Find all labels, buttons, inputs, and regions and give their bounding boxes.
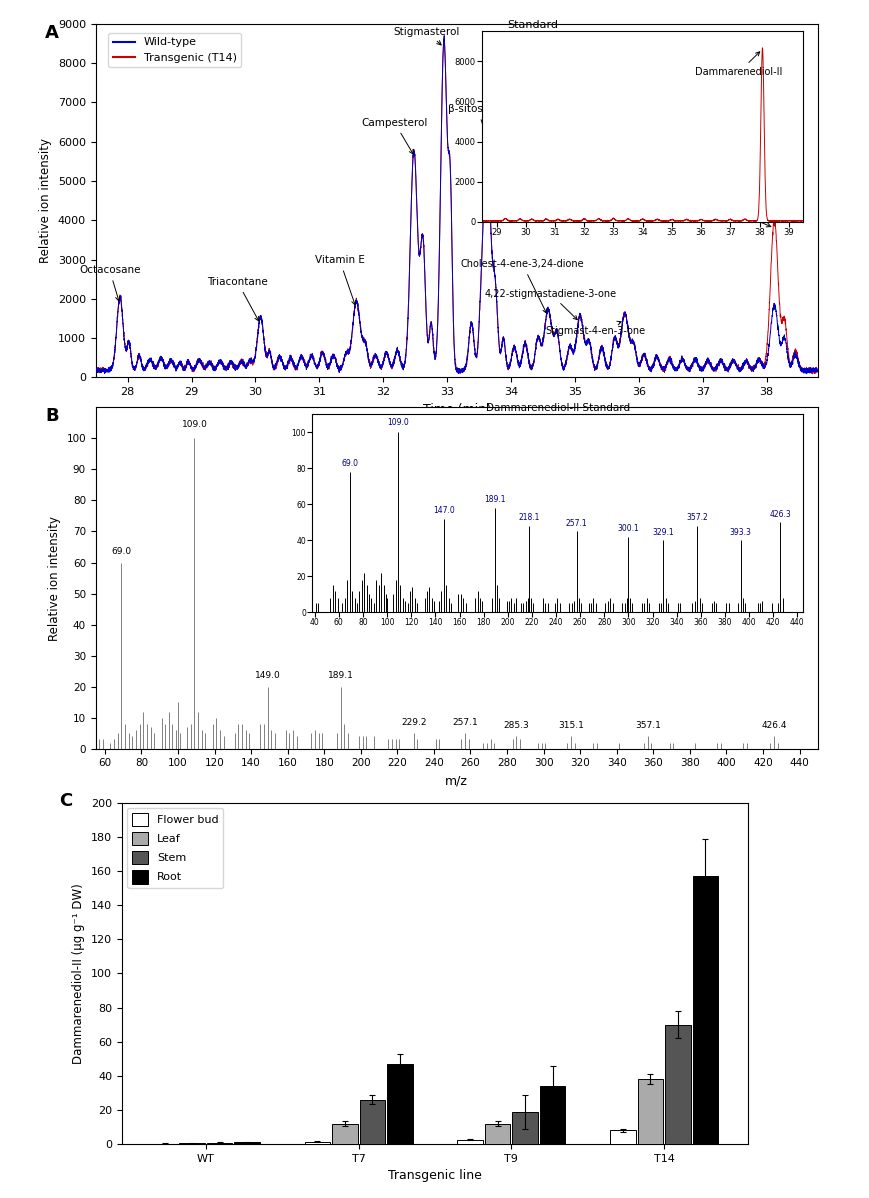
Text: 4,22-stigmastadiene-3-one: 4,22-stigmastadiene-3-one — [484, 289, 616, 320]
Legend: Wild-type, Transgenic (T14): Wild-type, Transgenic (T14) — [109, 34, 242, 67]
Text: Stigmast-4-en-3-one: Stigmast-4-en-3-one — [545, 321, 645, 337]
Legend: Flower bud, Leaf, Stem, Root: Flower bud, Leaf, Stem, Root — [127, 809, 223, 888]
Text: A: A — [45, 24, 59, 42]
Bar — [637, 1079, 662, 1144]
X-axis label: Time (min): Time (min) — [422, 403, 490, 416]
Text: 285.3: 285.3 — [502, 721, 528, 730]
Bar — [234, 1143, 260, 1144]
Text: C: C — [59, 792, 72, 810]
Text: 315.1: 315.1 — [557, 721, 583, 730]
Bar — [609, 1131, 635, 1144]
Bar — [387, 1064, 412, 1144]
Y-axis label: Dammarenediol-II (μg g⁻¹ DW): Dammarenediol-II (μg g⁻¹ DW) — [72, 883, 85, 1064]
Bar — [484, 1124, 510, 1144]
Text: Dammarenediol-II: Dammarenediol-II — [653, 190, 770, 226]
Bar — [359, 1100, 385, 1144]
Text: β-sitosterol: β-sitosterol — [448, 104, 507, 134]
Text: Triacontane: Triacontane — [207, 277, 268, 321]
Text: 189.1: 189.1 — [328, 671, 353, 680]
X-axis label: m/z: m/z — [445, 774, 468, 787]
Text: Octacosane: Octacosane — [79, 265, 141, 301]
Y-axis label: Relative ion intensity: Relative ion intensity — [48, 515, 61, 641]
X-axis label: Transgenic line: Transgenic line — [388, 1169, 481, 1182]
Bar — [512, 1112, 537, 1144]
Bar — [457, 1139, 482, 1144]
Bar — [540, 1087, 565, 1144]
Text: B: B — [45, 407, 59, 425]
Bar — [692, 876, 717, 1144]
Bar — [332, 1124, 357, 1144]
Text: Vitamin E: Vitamin E — [315, 255, 364, 305]
Text: 257.1: 257.1 — [452, 718, 477, 727]
Bar — [207, 1143, 232, 1144]
Text: 357.1: 357.1 — [634, 721, 660, 730]
Bar — [304, 1142, 329, 1144]
Text: 229.2: 229.2 — [401, 718, 426, 727]
Y-axis label: Relative ion intensity: Relative ion intensity — [39, 138, 52, 264]
Text: 69.0: 69.0 — [111, 547, 131, 556]
Text: Stigmasterol: Stigmasterol — [393, 26, 460, 44]
Text: Campesterol: Campesterol — [362, 119, 428, 155]
Text: 109.0: 109.0 — [182, 420, 207, 429]
Text: 426.4: 426.4 — [760, 721, 786, 730]
Bar — [665, 1024, 690, 1144]
Text: 149.0: 149.0 — [255, 671, 280, 680]
Text: Cholest-4-ene-3,24-dione: Cholest-4-ene-3,24-dione — [461, 260, 584, 313]
